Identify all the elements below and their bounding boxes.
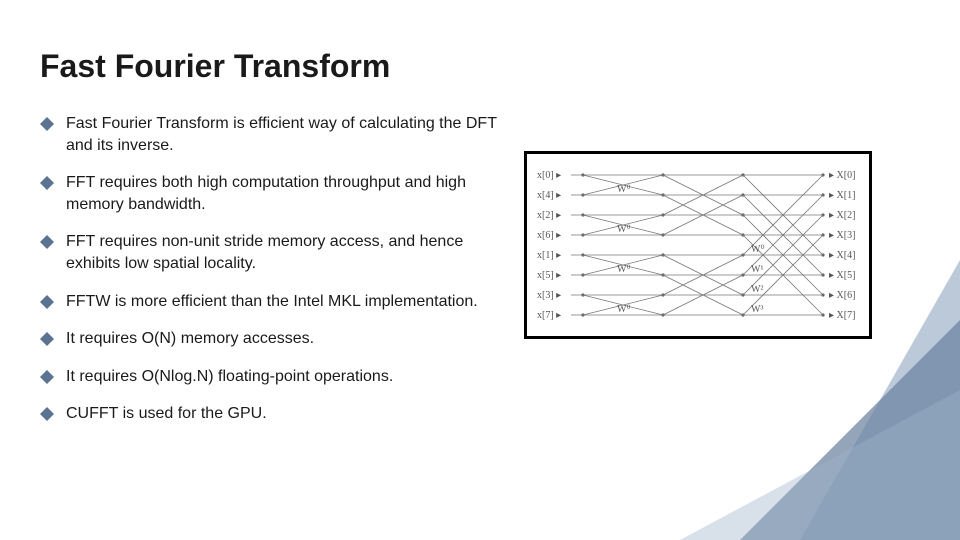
- bullet-list: Fast Fourier Transform is efficient way …: [40, 113, 500, 441]
- bullet-item: Fast Fourier Transform is efficient way …: [40, 113, 500, 156]
- diamond-bullet-icon: [40, 407, 54, 421]
- svg-text:▸ X[7]: ▸ X[7]: [829, 310, 855, 321]
- slide-title: Fast Fourier Transform: [40, 48, 920, 85]
- svg-text:W⁰: W⁰: [617, 224, 630, 235]
- diamond-bullet-icon: [40, 117, 54, 131]
- svg-text:x[5] ▸: x[5] ▸: [537, 270, 561, 281]
- bullet-item: FFT requires both high computation throu…: [40, 172, 500, 215]
- svg-text:x[4] ▸: x[4] ▸: [537, 190, 561, 201]
- svg-text:▸ X[2]: ▸ X[2]: [829, 210, 855, 221]
- bullet-text: Fast Fourier Transform is efficient way …: [66, 113, 500, 156]
- bullet-text: FFT requires both high computation throu…: [66, 172, 500, 215]
- svg-text:▸ X[3]: ▸ X[3]: [829, 230, 855, 241]
- svg-text:W³: W³: [751, 304, 763, 315]
- bullet-item: It requires O(Nlog.N) floating-point ope…: [40, 366, 500, 388]
- bullet-text: FFTW is more efficient than the Intel MK…: [66, 291, 500, 313]
- diamond-bullet-icon: [40, 370, 54, 384]
- bullet-text: FFT requires non-unit stride memory acce…: [66, 231, 500, 274]
- slide-content: Fast Fourier Transform is efficient way …: [40, 113, 920, 441]
- diamond-bullet-icon: [40, 176, 54, 190]
- diamond-bullet-icon: [40, 332, 54, 346]
- svg-text:W⁰: W⁰: [751, 244, 764, 255]
- svg-text:x[2] ▸: x[2] ▸: [537, 210, 561, 221]
- bullet-item: FFTW is more efficient than the Intel MK…: [40, 291, 500, 313]
- bullet-text: It requires O(Nlog.N) floating-point ope…: [66, 366, 500, 388]
- bullet-item: It requires O(N) memory accesses.: [40, 328, 500, 350]
- diamond-bullet-icon: [40, 295, 54, 309]
- svg-text:x[6] ▸: x[6] ▸: [537, 230, 561, 241]
- svg-text:▸ X[5]: ▸ X[5]: [829, 270, 855, 281]
- fft-butterfly-figure: x[0] ▸ ▸ X[0] x[4] ▸ ▸ X[1] x[2] ▸ ▸ X[2] x[6]…: [524, 151, 872, 339]
- svg-text:x[0] ▸: x[0] ▸: [537, 170, 561, 181]
- bullet-text: It requires O(N) memory accesses.: [66, 328, 500, 350]
- bullet-item: CUFFT is used for the GPU.: [40, 403, 500, 425]
- diamond-bullet-icon: [40, 235, 54, 249]
- svg-text:x[7] ▸: x[7] ▸: [537, 310, 561, 321]
- svg-text:▸ X[4]: ▸ X[4]: [829, 250, 855, 261]
- butterfly-diagram: x[0] ▸ ▸ X[0] x[4] ▸ ▸ X[1] x[2] ▸ ▸ X[2] x[6]…: [533, 160, 863, 330]
- svg-text:▸ X[6]: ▸ X[6]: [829, 290, 855, 301]
- bullet-item: FFT requires non-unit stride memory acce…: [40, 231, 500, 274]
- slide: Fast Fourier Transform Fast Fourier Tran…: [0, 0, 960, 540]
- svg-text:W²: W²: [751, 284, 763, 295]
- svg-text:x[1] ▸: x[1] ▸: [537, 250, 561, 261]
- svg-text:W⁰: W⁰: [617, 184, 630, 195]
- svg-text:W¹: W¹: [751, 264, 763, 275]
- svg-text:▸ X[0]: ▸ X[0]: [829, 170, 855, 181]
- svg-text:W⁰: W⁰: [617, 264, 630, 275]
- svg-text:x[3] ▸: x[3] ▸: [537, 290, 561, 301]
- svg-text:W⁰: W⁰: [617, 304, 630, 315]
- svg-text:▸ X[1]: ▸ X[1]: [829, 190, 855, 201]
- bullet-text: CUFFT is used for the GPU.: [66, 403, 500, 425]
